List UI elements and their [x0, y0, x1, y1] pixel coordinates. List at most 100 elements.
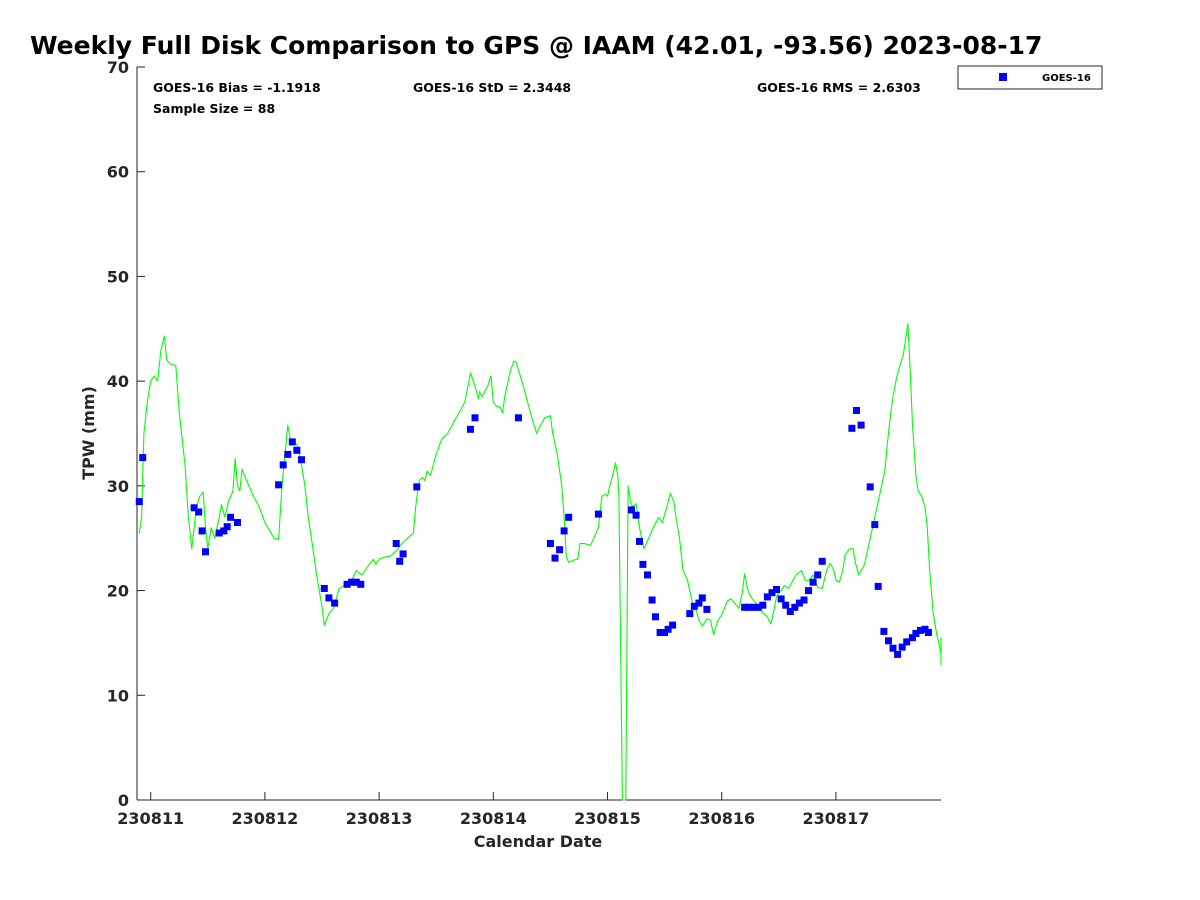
goes16-point	[392, 540, 400, 547]
goes16-point	[912, 630, 920, 637]
goes16-point	[703, 605, 711, 613]
goes16-point	[880, 627, 888, 635]
goes16-point	[639, 560, 647, 568]
goes16-point	[848, 424, 856, 432]
goes16-point	[777, 595, 785, 603]
goes16-point	[773, 586, 780, 593]
y-tick-label: 70	[107, 58, 129, 77]
goes16-point	[652, 613, 659, 621]
goes16-point	[413, 483, 421, 491]
goes16-point	[293, 446, 301, 454]
y-tick-label: 50	[107, 267, 129, 286]
y-tick-label: 60	[107, 163, 129, 182]
plot-area	[136, 67, 941, 801]
stat-sample-size: Sample Size = 88	[153, 101, 275, 116]
goes16-point	[800, 596, 808, 604]
goes16-point	[471, 414, 479, 422]
x-tick-label: 230811	[117, 809, 184, 828]
goes16-point	[139, 454, 147, 462]
goes16-point	[741, 603, 749, 611]
x-tick-label: 230816	[688, 809, 755, 828]
goes16-point	[560, 527, 568, 535]
x-axis-ticks: 230811 230812 230813 230814 230815 230816 2308…	[117, 792, 869, 828]
goes16-point	[546, 540, 554, 547]
goes16-point	[399, 550, 407, 558]
legend: GOES-16	[957, 65, 1103, 90]
goes16-point	[352, 578, 360, 586]
goes16-point	[565, 513, 573, 521]
goes16-point	[348, 578, 356, 586]
y-tick-label: 40	[107, 372, 129, 391]
y-tick-label: 10	[107, 686, 129, 705]
y-axis-ticks: 0 10 20 30 40 50 60 70	[107, 58, 145, 810]
goes16-point	[215, 529, 223, 537]
goes16-point	[320, 585, 328, 592]
goes16-point	[871, 521, 879, 529]
x-tick-label: 230813	[346, 809, 413, 828]
goes16-point	[818, 557, 826, 565]
goes16-point	[190, 504, 198, 512]
goes16-point	[556, 546, 564, 554]
goes16-point	[288, 438, 296, 446]
y-tick-label: 0	[118, 791, 129, 810]
legend-marker-goes16	[999, 73, 1007, 81]
legend-label-goes16: GOES-16	[1042, 73, 1091, 84]
goes16-point	[202, 548, 209, 556]
goes16-point	[135, 498, 143, 506]
goes16-point	[908, 634, 916, 642]
goes16-point	[916, 626, 924, 634]
series-layer	[135, 323, 942, 801]
goes16-point	[467, 425, 474, 433]
goes16-point	[809, 578, 817, 586]
goes16-point	[396, 557, 404, 565]
goes16-point	[220, 527, 228, 535]
goes16-point	[195, 508, 203, 516]
goes16-point	[698, 594, 706, 602]
goes16-point	[279, 461, 287, 469]
goes16-point	[632, 511, 640, 519]
goes16-point	[298, 456, 305, 464]
goes16-point	[750, 603, 758, 611]
x-axis-label: Calendar Date	[474, 832, 603, 851]
goes16-point	[227, 513, 235, 521]
stat-bias: GOES-16 Bias = -1.1918	[153, 80, 321, 95]
goes16-point	[805, 587, 812, 595]
goes16-point	[874, 582, 882, 590]
stat-rms: GOES-16 RMS = 2.6303	[757, 80, 921, 95]
goes16-point	[648, 596, 656, 604]
goes16-point	[786, 608, 794, 615]
goes16-point	[754, 603, 762, 611]
goes16-point	[768, 589, 776, 597]
goes16-point	[325, 594, 333, 602]
x-tick-label: 230817	[803, 809, 870, 828]
goes16-point	[894, 650, 902, 658]
goes16-point	[814, 571, 822, 579]
plot-frame	[137, 67, 941, 800]
goes16-point	[275, 481, 283, 489]
goes16-point	[664, 625, 672, 633]
goes16-point	[695, 599, 703, 607]
goes16-point	[759, 601, 767, 609]
goes16-point	[791, 603, 799, 611]
x-tick-label: 230815	[574, 809, 641, 828]
x-tick-label: 230814	[460, 809, 527, 828]
goes16-point	[903, 638, 911, 646]
goes16-point	[857, 421, 865, 429]
goes16-point	[669, 621, 677, 629]
goes16-point	[551, 554, 559, 562]
goes16-point	[644, 571, 651, 579]
goes16-point	[628, 506, 635, 514]
goes16-point	[853, 407, 860, 414]
goes16-point	[514, 414, 522, 422]
goes16-point	[636, 537, 643, 545]
chart-title: Weekly Full Disk Comparison to GPS @ IAA…	[30, 31, 1042, 60]
goes16-point	[331, 599, 339, 607]
y-tick-label: 20	[107, 582, 129, 601]
goes16-point	[745, 603, 753, 611]
goes16-point	[866, 483, 874, 491]
goes16-point	[898, 643, 906, 651]
goes16-point	[284, 450, 292, 458]
stat-std: GOES-16 StD = 2.3448	[413, 80, 571, 95]
goes16-point	[223, 523, 231, 531]
goes16-point	[690, 602, 698, 610]
